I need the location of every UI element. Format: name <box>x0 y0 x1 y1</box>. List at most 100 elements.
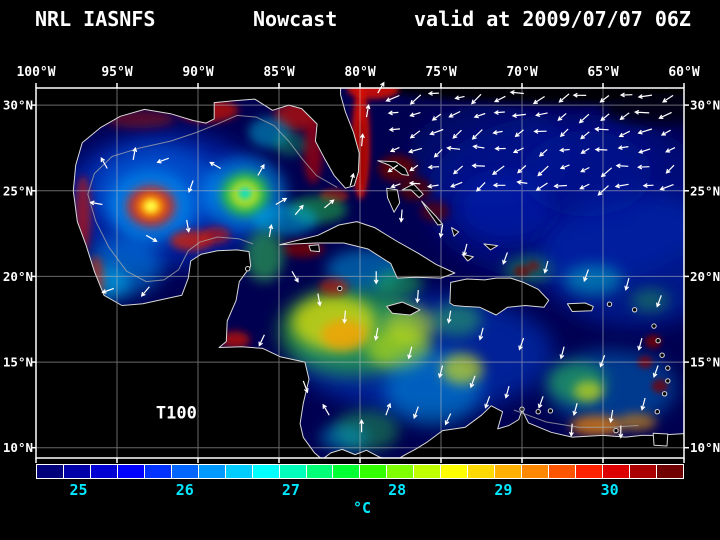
current-arrow <box>494 146 506 152</box>
colorbar-cell <box>495 465 523 478</box>
colorbar-cell <box>603 465 630 478</box>
current-arrow <box>618 425 624 439</box>
colorbar <box>36 464 684 479</box>
current-arrow <box>145 234 158 242</box>
current-arrow <box>454 95 465 101</box>
field-blob-colombia-yellow <box>441 353 484 385</box>
field-blob-antilles-maroon-1 <box>645 334 662 349</box>
lat-label-right: 30°N <box>690 98 720 113</box>
islet <box>654 409 660 415</box>
current-arrow <box>444 413 452 426</box>
current-arrow <box>578 113 590 124</box>
current-arrow <box>637 337 643 351</box>
colorbar-cell <box>306 465 334 478</box>
current-arrow <box>484 396 491 409</box>
current-arrow <box>446 310 452 324</box>
current-arrow <box>618 130 631 138</box>
current-arrow <box>291 271 299 283</box>
current-arrow <box>478 327 484 341</box>
colorbar-tick-label: 25 <box>69 481 88 499</box>
current-arrow <box>559 147 570 153</box>
colorbar-cell <box>198 465 226 478</box>
current-arrow <box>407 147 423 154</box>
current-arrow <box>431 113 442 121</box>
current-arrow <box>324 199 335 209</box>
current-arrow <box>594 126 609 132</box>
current-arrow <box>387 164 399 173</box>
current-arrow <box>365 104 371 118</box>
current-arrow <box>427 90 439 96</box>
current-arrow <box>583 269 589 283</box>
islet <box>655 338 661 344</box>
current-arrow <box>409 94 422 105</box>
land-andros <box>386 187 401 213</box>
map-frame <box>35 87 685 459</box>
field-blob-loop-eddy-core <box>238 187 252 200</box>
colorbar-unit: °C <box>352 499 372 517</box>
current-arrow <box>614 183 629 189</box>
current-arrow <box>471 93 482 105</box>
current-arrow <box>637 164 650 170</box>
current-arrow <box>409 130 421 139</box>
current-arrow <box>317 293 322 307</box>
islet <box>613 427 619 434</box>
lat-label-right: 15°N <box>690 355 720 370</box>
field-blob-gom-eddy-core <box>144 200 158 213</box>
current-arrow <box>619 112 630 121</box>
graticule <box>36 88 684 458</box>
current-arrow <box>429 128 444 136</box>
lon-label: 60°W <box>668 65 699 80</box>
current-arrow <box>599 95 610 103</box>
current-arrow <box>652 365 659 378</box>
current-arrow <box>448 110 461 118</box>
colorbar-cell <box>333 465 361 478</box>
land-isle-of-youth <box>308 244 320 253</box>
field-blob-atl-cyan-1 <box>564 264 623 296</box>
current-arrow <box>100 157 108 169</box>
land-trinidad <box>652 432 669 447</box>
islet <box>665 378 671 384</box>
lon-label: 95°W <box>101 65 132 80</box>
colorbar-cell <box>225 465 253 478</box>
land-puerto-rico <box>566 302 594 312</box>
field-blob-atl-mottle-2 <box>522 130 652 217</box>
colorbar-tick-label: 28 <box>388 481 407 499</box>
current-arrow <box>559 346 565 360</box>
land-hispaniola <box>449 277 550 316</box>
current-arrow <box>450 181 463 188</box>
depth-annotation: T100 <box>156 404 197 424</box>
bathy-contour <box>87 114 338 283</box>
current-arrow <box>665 164 675 174</box>
current-arrow <box>637 128 653 135</box>
current-arrow <box>388 127 401 132</box>
current-arrow <box>476 181 486 192</box>
current-arrow <box>492 182 506 188</box>
current-arrow <box>427 164 440 170</box>
colorbar-tick-label: 27 <box>281 481 300 499</box>
current-arrow <box>257 163 265 176</box>
current-arrow <box>514 129 524 138</box>
current-arrow <box>518 337 525 351</box>
current-arrow <box>558 93 570 103</box>
current-arrow <box>89 200 103 206</box>
lat-label-left: 20°N <box>3 269 33 284</box>
title-product: Nowcast <box>253 7 338 31</box>
colorbar-cell <box>629 465 657 478</box>
colorbar-cell <box>117 465 145 478</box>
field-blob-venez-orange <box>570 415 623 436</box>
lon-label: 85°W <box>263 65 294 80</box>
current-arrow <box>187 180 194 193</box>
current-arrow <box>580 131 590 140</box>
colorbar-cell <box>468 465 496 478</box>
title-valid-time: valid at 2009/07/07 06Z <box>414 7 691 31</box>
colorbar-cell <box>414 465 442 478</box>
current-arrow <box>469 375 476 389</box>
field-blob-cayman-red <box>319 278 349 296</box>
current-arrow <box>640 397 646 411</box>
field-blob-atl-dark-top <box>379 88 684 104</box>
current-arrow <box>398 209 404 223</box>
current-arrow <box>385 402 392 416</box>
field-blob-antilles-maroon-3 <box>651 379 668 393</box>
current-arrow <box>493 95 506 103</box>
lon-label: 70°W <box>506 65 537 80</box>
